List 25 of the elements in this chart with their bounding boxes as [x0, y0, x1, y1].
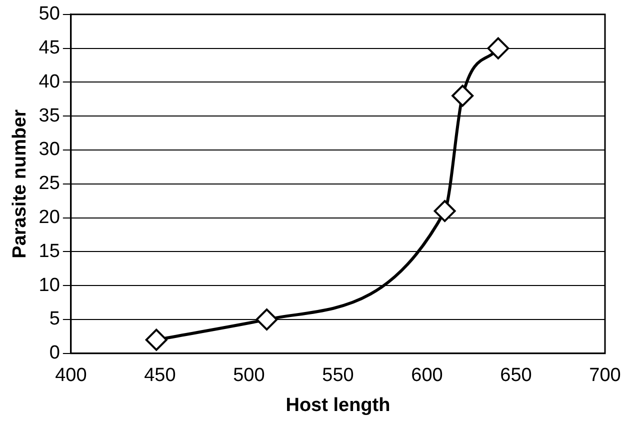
point	[256, 308, 278, 330]
point	[487, 37, 510, 60]
y-tick-label: 15	[38, 240, 60, 262]
point	[145, 328, 168, 351]
x-tick-label: 500	[233, 365, 265, 386]
x-tick-label: 600	[411, 365, 443, 386]
y-tick-label: 35	[38, 105, 60, 126]
x-tick-label: 550	[322, 365, 354, 386]
y-tick-label: 0	[49, 342, 60, 364]
x-tick-label: 400	[55, 365, 87, 386]
y-tick-label: 50	[38, 4, 60, 25]
y-tick-label: 30	[38, 139, 60, 160]
point	[452, 84, 474, 107]
y-tick-label: 40	[38, 71, 60, 92]
x-tick-label: 450	[144, 365, 176, 386]
y-tick-label: 25	[38, 173, 60, 194]
y-tick-label: 5	[49, 308, 60, 330]
x-tick-label: 700	[589, 365, 621, 386]
point	[434, 200, 456, 222]
y-tick-label: 10	[38, 274, 60, 296]
y-tick-label: 45	[38, 38, 60, 59]
x-axis-title: Host length	[286, 394, 390, 416]
x-tick-label: 650	[500, 365, 532, 386]
y-axis-title: Parasite number	[10, 108, 31, 258]
y-tick-label: 20	[38, 207, 60, 228]
